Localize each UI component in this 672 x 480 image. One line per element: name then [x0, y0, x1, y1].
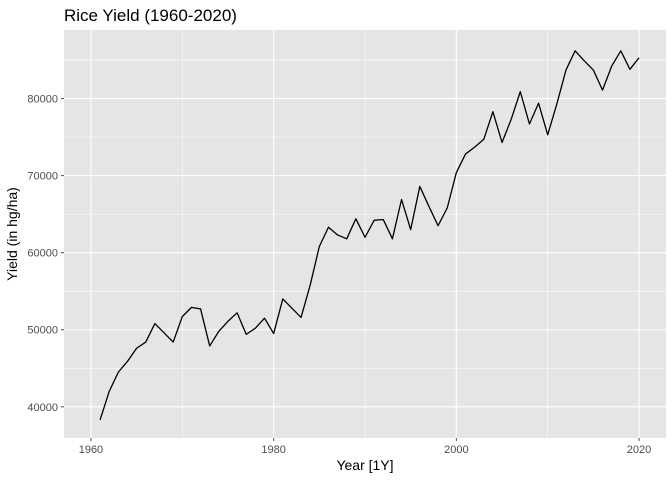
- data-point: [463, 152, 468, 157]
- x-tick-label: 1960: [79, 444, 103, 456]
- data-point: [399, 197, 404, 202]
- data-point: [372, 218, 377, 223]
- data-point: [335, 232, 340, 237]
- data-point: [317, 244, 322, 249]
- data-point: [554, 101, 559, 106]
- data-point: [573, 48, 578, 53]
- data-point: [436, 223, 441, 228]
- data-point: [408, 227, 413, 232]
- data-point: [289, 306, 294, 311]
- y-tick-label: 60000: [27, 248, 58, 260]
- data-point: [98, 417, 103, 422]
- data-point: [207, 343, 212, 348]
- x-axis-title: Year [1Y]: [336, 457, 393, 473]
- x-axis: 1960 1980 2000 2020: [79, 438, 651, 456]
- data-point: [426, 204, 431, 209]
- data-point: [235, 310, 240, 315]
- x-tick-label: 2000: [444, 444, 468, 456]
- data-point: [125, 359, 130, 364]
- data-point: [344, 236, 349, 241]
- major-gridlines: [64, 30, 666, 438]
- y-tick-label: 40000: [27, 402, 58, 414]
- data-point: [445, 205, 450, 210]
- data-point: [271, 331, 276, 336]
- data-point: [198, 306, 203, 311]
- data-point: [637, 55, 642, 60]
- data-point: [107, 389, 112, 394]
- data-point: [116, 370, 121, 375]
- data-point: [253, 326, 258, 331]
- data-point: [481, 137, 486, 142]
- data-point: [353, 216, 358, 221]
- series-line-yield: [99, 50, 640, 421]
- data-point: [280, 296, 285, 301]
- data-point: [472, 145, 477, 150]
- y-axis: 40000 50000 60000 70000 80000: [27, 94, 64, 414]
- data-point: [308, 283, 313, 288]
- x-tick-label: 1980: [261, 444, 285, 456]
- data-point: [152, 321, 157, 326]
- y-tick-label: 70000: [27, 171, 58, 183]
- y-axis-title: Yield (in hg/ha): [4, 187, 20, 281]
- data-point: [600, 88, 605, 93]
- y-tick-label: 80000: [27, 94, 58, 106]
- series-layer: [98, 48, 642, 422]
- data-point: [262, 316, 267, 321]
- data-point: [490, 109, 495, 114]
- data-point: [216, 329, 221, 334]
- data-point: [582, 58, 587, 63]
- data-point: [363, 235, 368, 240]
- data-point: [180, 314, 185, 319]
- minor-gridlines: [64, 30, 666, 438]
- data-point: [609, 64, 614, 69]
- data-point: [390, 236, 395, 241]
- data-point: [618, 48, 623, 53]
- data-point: [518, 89, 523, 94]
- data-point: [326, 225, 331, 230]
- data-point: [454, 170, 459, 175]
- data-point: [162, 330, 167, 335]
- data-point: [500, 140, 505, 145]
- data-point: [171, 340, 176, 345]
- data-point: [627, 67, 632, 72]
- data-point: [225, 319, 230, 324]
- data-point: [509, 117, 514, 122]
- data-point: [244, 332, 249, 337]
- data-point: [536, 101, 541, 106]
- data-point: [417, 184, 422, 189]
- chart-title: Rice Yield (1960-2020): [64, 6, 237, 25]
- data-point: [545, 132, 550, 137]
- data-point: [563, 68, 568, 73]
- data-point: [134, 346, 139, 351]
- data-point: [299, 315, 304, 320]
- data-point: [189, 305, 194, 310]
- data-point: [143, 340, 148, 345]
- x-tick-label: 2020: [627, 444, 651, 456]
- data-point: [527, 122, 532, 127]
- y-tick-label: 50000: [27, 325, 58, 337]
- data-point: [381, 217, 386, 222]
- data-point: [591, 68, 596, 73]
